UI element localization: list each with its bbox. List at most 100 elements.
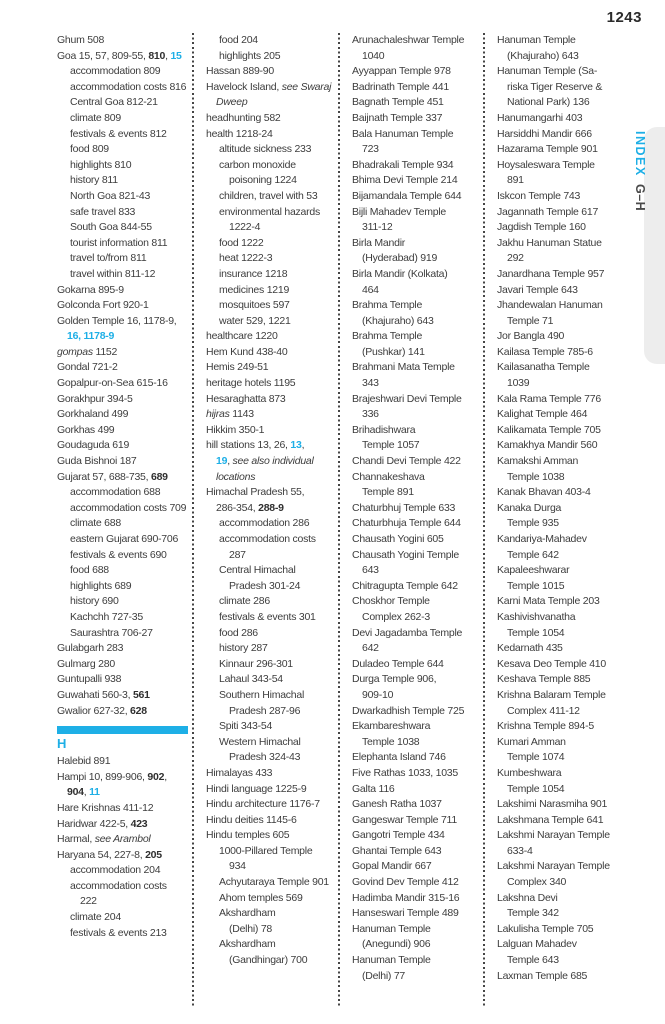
- entry-text: accommodation costs 816: [70, 80, 187, 93]
- index-column: Arunachaleshwar Temple 1040 Ayyappan Templ…: [352, 33, 479, 1008]
- index-entry: Kanaka Durga Temple 935: [497, 501, 627, 532]
- entry-text: Galta 116: [352, 782, 395, 795]
- index-entry: Laxman Temple 685: [497, 969, 627, 985]
- index-entry: Central Goa 812-21: [57, 95, 188, 111]
- entry-text: Janardhana Temple 957: [497, 267, 605, 280]
- entry-text: Ekambareshwara: [352, 720, 431, 733]
- entry-text: 1040: [362, 49, 385, 62]
- entry-text: mosquitoes 597: [219, 299, 290, 312]
- index-entry: safe travel 833: [57, 205, 188, 221]
- entry-text: accommodation 688: [70, 486, 161, 499]
- index-entry: Brahma Temple (Khajuraho) 643: [352, 298, 479, 329]
- index-entry: travel within 811-12: [57, 267, 188, 283]
- index-entry: North Goa 821-43: [57, 189, 188, 205]
- entry-text: Temple 1038: [362, 735, 420, 748]
- entry-text: Himachal Pradesh 55,: [206, 486, 305, 499]
- entry-text: Haridwar 422-5,: [57, 817, 131, 830]
- index-entry: Hadimba Mandir 315-16: [352, 891, 479, 907]
- index-entry: accommodation 204: [57, 863, 188, 879]
- entry-text: highlights 205: [219, 49, 281, 62]
- section-bar: [57, 726, 188, 735]
- entry-text: Bhadrakali Temple 934: [352, 158, 454, 171]
- entry-text: Devi Jagadamba Temple: [352, 626, 463, 639]
- cross-reference: Dweep: [216, 96, 248, 109]
- entry-text: highlights 689: [70, 579, 132, 592]
- entry-text: 222: [80, 895, 97, 908]
- entry-text: Brajeshwari Devi Temple: [352, 392, 462, 405]
- index-entry: Haryana 54, 227-8, 205: [57, 848, 188, 864]
- index-entry: Lakshmi Narayan Temple Complex 340: [497, 859, 627, 890]
- entry-text: ,: [227, 455, 233, 468]
- entry-text: Kamakhya Mandir 560: [497, 439, 598, 452]
- index-entry: Goudaguda 619: [57, 438, 188, 454]
- entry-text: Saurashtra 706-27: [70, 626, 153, 639]
- index-entry: accommodation costs 709: [57, 501, 188, 517]
- entry-text: Hemis 249-51: [206, 361, 269, 374]
- index-entry: Jhandewalan Hanuman Temple 71: [497, 298, 627, 329]
- entry-text: 343: [362, 377, 379, 390]
- entry-text: Ghantai Temple 643: [352, 844, 442, 857]
- index-entry: Gokarna 895-9: [57, 283, 188, 299]
- index-entry: Kedarnath 435: [497, 641, 627, 657]
- entry-text: (Delhi) 77: [362, 969, 406, 982]
- index-column: Hanuman Temple (Khajuraho) 643 Hanuman Tem…: [497, 33, 627, 1008]
- entry-text: Spiti 343-54: [219, 720, 273, 733]
- index-entry: Hanumangarhi 403: [497, 111, 627, 127]
- entry-text: festivals & events 690: [70, 548, 167, 561]
- index-entry: Bhima Devi Temple 214: [352, 173, 479, 189]
- index-entry: 1000-Pillared Temple 934: [206, 844, 334, 875]
- index-entry: Western Himachal Pradesh 324-43: [206, 735, 334, 766]
- index-columns: Ghum 508 Goa 15, 57, 809-55, 810, 15 accom…: [57, 33, 627, 1008]
- entry-text: Bala Hanuman Temple: [352, 127, 454, 140]
- index-entry: Bhadrakali Temple 934: [352, 158, 479, 174]
- page-ref-bold: 689: [150, 470, 168, 483]
- entry-text: health 1218-24: [206, 127, 273, 140]
- entry-text: 1039: [507, 377, 530, 390]
- index-entry: Hanuman Temple (Delhi) 77: [352, 953, 479, 984]
- index-entry: Hanseswari Temple 489: [352, 906, 479, 922]
- index-entry: Lakshmi Narayan Temple 633-4: [497, 828, 627, 859]
- index-entry: Hem Kund 438-40: [206, 345, 334, 361]
- entry-text: Central Himachal: [219, 564, 296, 577]
- page-ref-bold: 205: [145, 848, 162, 861]
- entry-text: climate 286: [219, 595, 270, 608]
- index-entry: food 1222: [206, 236, 334, 252]
- entry-text: Kesava Deo Temple 410: [497, 657, 606, 670]
- page-ref-highlight: 15: [170, 49, 182, 62]
- index-entry: Chitragupta Temple 642: [352, 579, 479, 595]
- entry-text: Temple 1054: [507, 626, 565, 639]
- entry-text: Kedarnath 435: [497, 642, 563, 655]
- index-entry: Jor Bangla 490: [497, 329, 627, 345]
- index-entry: Gulmarg 280: [57, 657, 188, 673]
- entry-text: 642: [362, 642, 379, 655]
- entry-text: history 811: [70, 174, 118, 187]
- page-ref-highlight: 13: [290, 439, 302, 452]
- entry-text: Kailasa Temple 785-6: [497, 345, 593, 358]
- index-entry: Kailasanatha Temple 1039: [497, 360, 627, 391]
- entry-text: Ghum 508: [57, 34, 105, 46]
- index-entry: Gorakhpur 394-5: [57, 392, 188, 408]
- entry-text: Baijnath Temple 337: [352, 111, 443, 124]
- index-entry: history 811: [57, 173, 188, 189]
- index-entry: Himalayas 433: [206, 766, 334, 782]
- index-entry: highlights 810: [57, 158, 188, 174]
- entry-text: Gokarna 895-9: [57, 283, 124, 296]
- entry-text: 891: [507, 174, 524, 187]
- entry-text: Bijli Mahadev Temple: [352, 205, 447, 218]
- page-ref-bold: 628: [130, 704, 147, 717]
- entry-text: Gondal 721-2: [57, 361, 118, 374]
- index-entry: Hanuman Temple (Sa-riska Tiger Reserve &…: [497, 64, 627, 111]
- page-ref-highlight: 16, 1178-9: [67, 330, 115, 343]
- index-entry: insurance 1218: [206, 267, 334, 283]
- index-entry: Devi Jagadamba Temple 642: [352, 626, 479, 657]
- index-entry: Kesava Deo Temple 410: [497, 657, 627, 673]
- index-entry: Hindu temples 605: [206, 828, 334, 844]
- index-entry: Krishna Balaram Temple Complex 411-12: [497, 688, 627, 719]
- index-entry: Birla Mandir (Hyderabad) 919: [352, 236, 479, 267]
- page-ref-highlight: 19: [216, 455, 228, 468]
- index-entry: heat 1222-3: [206, 251, 334, 267]
- page-ref-bold: 288-9: [258, 501, 284, 514]
- entry-text: accommodation 286: [219, 517, 310, 530]
- entry-text: Gwalior 627-32,: [57, 704, 131, 717]
- entry-text: Lakshmi Narayan Temple: [497, 860, 610, 873]
